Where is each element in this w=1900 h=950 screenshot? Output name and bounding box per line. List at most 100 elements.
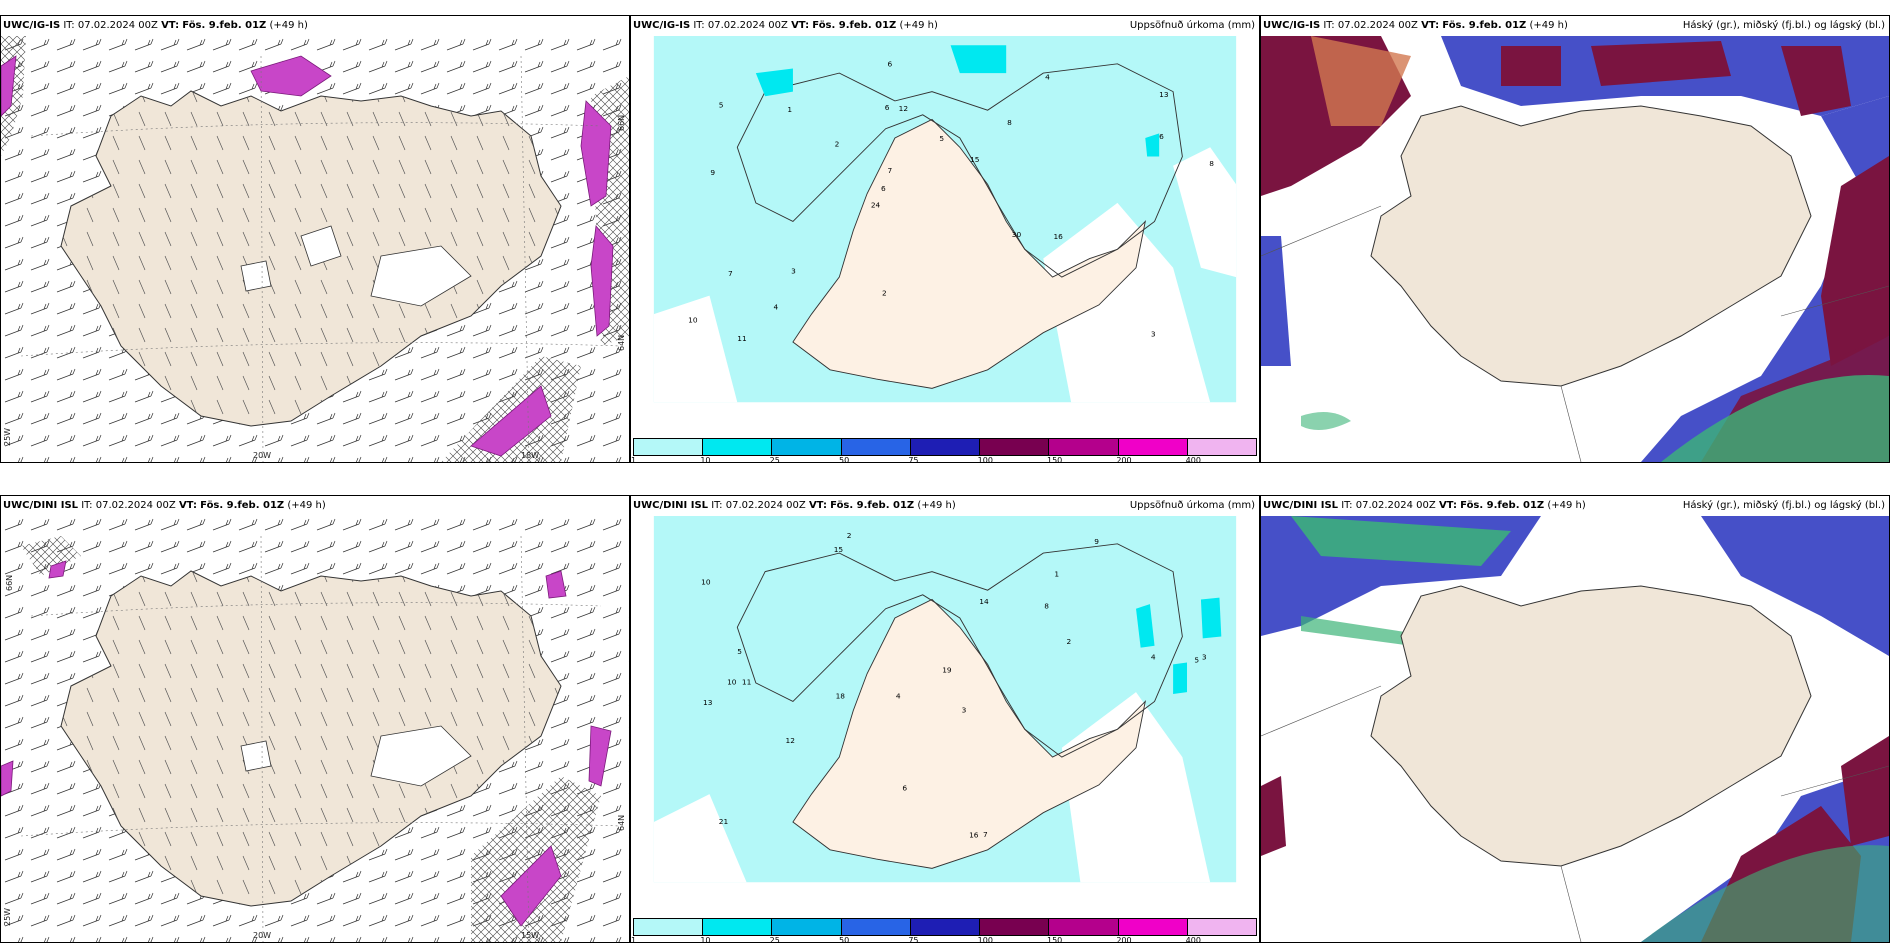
colorbar-label: 1	[631, 936, 637, 945]
colorbar-segment	[702, 438, 772, 456]
colorbar-label: 150	[1047, 456, 1063, 465]
precip-value: 5	[719, 100, 724, 109]
panel-header: UWC/DINI ISL IT: 07.02.2024 00Z VT: Fös.…	[1263, 500, 1586, 511]
colorbar-segment	[771, 918, 841, 936]
precip-value: 7	[983, 830, 988, 839]
precip-value: 12	[786, 736, 795, 745]
colorbar-segment	[1186, 918, 1257, 936]
precip-value: 3	[1202, 653, 1207, 662]
lead-time: (+49 h)	[899, 20, 938, 31]
lat-64n-label: 64N	[617, 334, 626, 351]
issue-time: IT: 07.02.2024 00Z	[63, 20, 158, 31]
precip-value: 4	[896, 692, 901, 701]
precip-value: 4	[1151, 653, 1156, 662]
precip-colorbar	[633, 918, 1257, 936]
precip-value: 6	[902, 783, 907, 792]
precip-panel-dini: UWC/DINI ISL IT: 07.02.2024 00Z VT: Fös.…	[630, 495, 1260, 945]
colorbar-label: 100	[977, 936, 993, 945]
colorbar-label: 400	[1185, 936, 1201, 945]
precip-value: 5	[1194, 656, 1199, 665]
model-name: UWC/DINI ISL	[3, 500, 79, 511]
wind-panel-dini: UWC/DINI ISL IT: 07.02.2024 00Z VT: Fös.…	[0, 495, 630, 943]
colorbar-segment	[1117, 438, 1187, 456]
lead-time: (+49 h)	[1547, 500, 1586, 511]
colorbar-label: 75	[908, 936, 919, 945]
precip-value: 11	[737, 334, 747, 343]
lat-64n-label: 64N	[617, 814, 626, 831]
precip-value: 6	[881, 184, 886, 193]
valid-time-label: VT:	[161, 20, 180, 31]
colorbar-label: 200	[1116, 456, 1132, 465]
model-name: UWC/DINI ISL	[633, 500, 709, 511]
precip-value: 10	[688, 316, 698, 325]
precip-value: 4	[1045, 73, 1050, 82]
lead-time: (+49 h)	[917, 500, 956, 511]
precip-value: 21	[719, 817, 729, 826]
lon-20w-label: 20W	[253, 931, 272, 940]
precip-value: 15	[834, 545, 844, 554]
colorbar-label: 25	[769, 936, 780, 945]
precip-value: 15	[970, 155, 980, 164]
lon-15w-label: 15W	[521, 931, 540, 940]
precip-value: 10	[701, 578, 711, 587]
colorbar-label: 1	[631, 456, 637, 465]
valid-time: Fös. 9.feb. 01Z	[812, 20, 897, 31]
panel-header: UWC/IG-IS IT: 07.02.2024 00Z VT: Fös. 9.…	[633, 20, 938, 31]
panel-title: Uppsöfnuð úrkoma (mm)	[1129, 20, 1255, 31]
colorbar-segment	[840, 438, 910, 456]
issue-time: IT: 07.02.2024 00Z	[693, 20, 788, 31]
precip-value: 13	[703, 698, 713, 707]
precip-value: 4	[773, 303, 778, 312]
colorbar-label: 10	[700, 456, 711, 465]
iceland-land	[60, 90, 562, 427]
valid-time: Fös. 9.feb. 01Z	[182, 20, 267, 31]
precip-value: 18	[836, 692, 846, 701]
precip-value: 7	[888, 166, 893, 175]
colorbar-segment	[633, 918, 703, 936]
colorbar-segment	[1048, 918, 1118, 936]
colorbar-segment	[1048, 438, 1118, 456]
colorbar-segment	[702, 918, 772, 936]
lead-time: (+49 h)	[287, 500, 326, 511]
panel-title: Uppsöfnuð úrkoma (mm)	[1129, 500, 1255, 511]
precip-value: 8	[1044, 602, 1049, 611]
valid-time-label: VT:	[791, 20, 810, 31]
precip-value: 2	[1066, 637, 1071, 646]
precip-value: 6	[1159, 132, 1164, 141]
model-name: UWC/IG-IS	[3, 20, 61, 31]
precip-value: 12	[899, 104, 908, 113]
precip-value: 2	[835, 139, 840, 148]
panel-header: UWC/IG-IS IT: 07.02.2024 00Z VT: Fös. 9.…	[1263, 20, 1568, 31]
precip-value: 7	[728, 269, 733, 278]
valid-time: Fös. 9.feb. 01Z	[830, 500, 915, 511]
model-name: UWC/IG-IS	[1263, 20, 1321, 31]
cloud-map	[1261, 516, 1889, 942]
precip-value: 6	[885, 103, 890, 112]
panel-title: Háský (gr.), miðský (fj.bl.) og lágský (…	[1682, 500, 1885, 511]
colorbar-segment	[840, 918, 910, 936]
issue-time: IT: 07.02.2024 00Z	[1341, 500, 1436, 511]
iceland-land	[1370, 585, 1812, 867]
precip-value: 30	[1012, 230, 1022, 239]
iceland-land	[736, 543, 1183, 869]
valid-time: Fös. 9.feb. 01Z	[200, 500, 285, 511]
cloud-panel-dini: UWC/DINI ISL IT: 07.02.2024 00Z VT: Fös.…	[1260, 495, 1890, 943]
precip-value: 13	[1159, 90, 1169, 99]
colorbar-label: 75	[908, 456, 919, 465]
precip-value: 3	[1151, 329, 1156, 338]
precip-value: 9	[1094, 537, 1099, 546]
colorbar-label: 150	[1047, 936, 1063, 945]
colorbar-segment	[979, 918, 1049, 936]
colorbar-labels: 1 10 25 50 75 100 150 200 400	[631, 456, 1257, 468]
precip-value: 8	[1209, 159, 1214, 168]
iceland-land	[736, 63, 1183, 389]
colorbar-segment	[1186, 438, 1257, 456]
wind-panel-igis: UWC/IG-IS IT: 07.02.2024 00Z VT: Fös. 9.…	[0, 15, 630, 463]
lead-time: (+49 h)	[269, 20, 308, 31]
precip-values: 3 9 13 24 8 11 6 5 7 2 10 4 12 15 16 5 6 8 30 6 6 2 7 1 4 3	[688, 60, 1214, 343]
colorbar-label: 50	[839, 936, 850, 945]
panel-header: UWC/DINI ISL IT: 07.02.2024 00Z VT: Fös.…	[3, 500, 326, 511]
gust-areas	[1, 560, 612, 927]
model-name: UWC/DINI ISL	[1263, 500, 1339, 511]
